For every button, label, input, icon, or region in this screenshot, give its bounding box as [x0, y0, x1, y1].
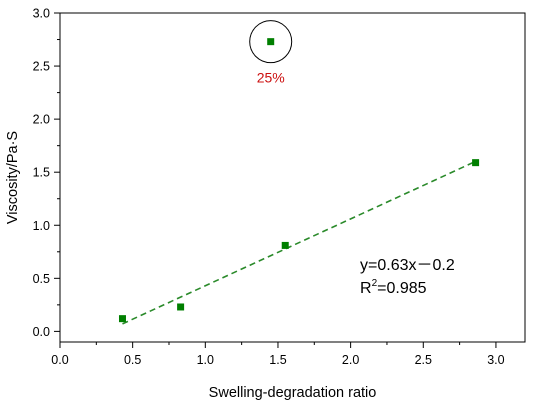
- x-tick-label: 0.5: [124, 353, 141, 367]
- y-tick-label: 2.0: [33, 113, 50, 127]
- x-tick-label: 2.0: [342, 353, 359, 367]
- fit-line: [122, 160, 476, 325]
- x-axis-title: Swelling-degradation ratio: [209, 385, 377, 401]
- outlier-annotation: 25%: [249, 20, 293, 86]
- outlier-label: 25%: [257, 70, 285, 86]
- y-axis-title: Viscosity/Pa·S: [5, 131, 21, 224]
- y-tick-label: 0.5: [33, 272, 50, 286]
- data-point: [267, 38, 275, 46]
- x-tick-label: 1.0: [197, 353, 214, 367]
- y-tick-label: 1.0: [33, 219, 50, 233]
- y-tick-label: 2.5: [33, 60, 50, 74]
- y-tick-label: 0.0: [33, 325, 50, 339]
- r-squared-value: =0.985: [377, 280, 426, 297]
- data-point: [177, 303, 185, 311]
- data-point: [281, 241, 289, 249]
- fit-equation: y=0.63x－0.2: [360, 257, 455, 274]
- data-point: [472, 159, 480, 167]
- x-tick-label: 0.0: [51, 353, 68, 367]
- data-point: [118, 315, 126, 323]
- fit-line-group: [122, 160, 476, 325]
- x-tick-label: 1.5: [269, 353, 286, 367]
- x-tick-label: 3.0: [487, 353, 504, 367]
- outlier-circle: [249, 20, 293, 64]
- y-tick-label: 1.5: [33, 166, 50, 180]
- data-points: [118, 38, 480, 323]
- r-squared-exponent: 2: [372, 278, 378, 289]
- plot-frame: [59, 12, 526, 343]
- x-tick-label: 2.5: [415, 353, 432, 367]
- y-tick-label: 3.0: [33, 7, 50, 21]
- r-squared-label: R: [360, 280, 372, 297]
- axis-ticks: 0.0 0.5 1.0 1.5 2.0 2.5 3.0 0.0 0.5 1.0 1.5 2.0 2.5 3…: [33, 7, 505, 368]
- r-squared: R2=0.985: [360, 278, 427, 297]
